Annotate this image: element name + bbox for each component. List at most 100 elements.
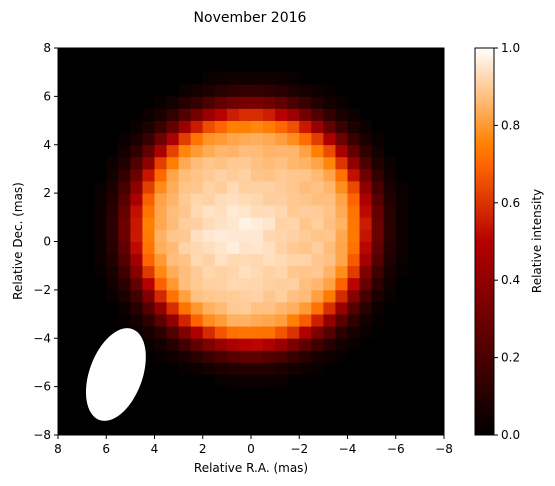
intensity-pixel [130,181,143,194]
intensity-pixel [238,253,252,267]
intensity-pixel [395,181,409,194]
intensity-pixel [178,108,192,121]
intensity-pixel [371,241,385,254]
intensity-pixel [371,217,385,230]
intensity-pixel [347,277,360,291]
intensity-pixel [178,217,192,230]
intensity-pixel [275,301,288,315]
intensity-pixel [359,277,373,291]
intensity-pixel [202,289,216,303]
intensity-pixel [166,338,180,351]
x-axis: 8 6 4 2 0 −2 −4 −6 −8 [54,435,453,456]
intensity-pixel [299,181,312,194]
intensity-pixel [275,326,288,339]
intensity-pixel [263,289,276,303]
intensity-pixel [395,205,409,218]
intensity-pixel [263,132,276,146]
intensity-pixel [287,108,300,121]
intensity-pixel [275,168,288,182]
intensity-pixel [359,326,373,339]
intensity-pixel [383,168,397,182]
intensity-pixel [371,314,385,327]
intensity-pixel [287,168,300,182]
intensity-pixel [311,326,324,339]
x-tick-label: 0 [247,442,255,456]
intensity-pixel [214,205,228,218]
intensity-pixel [371,168,385,182]
intensity-pixel [190,181,204,194]
intensity-pixel [359,229,373,242]
intensity-pixel [311,181,324,194]
y-tick-label: −2 [33,283,51,297]
intensity-pixel [251,350,264,363]
intensity-pixel [94,253,107,267]
intensity-pixel [299,253,312,267]
intensity-pixel [347,253,360,267]
intensity-pixel [202,72,216,85]
intensity-pixel [347,241,360,254]
intensity-pixel [335,314,348,327]
intensity-pixel [251,301,264,315]
colorbar-ticks: 0.0 0.2 0.4 0.6 0.8 1.0 [494,41,520,442]
colorbar-gradient [474,47,495,436]
intensity-pixel [226,289,240,303]
intensity-pixel [118,277,131,291]
intensity-pixel [154,314,167,327]
intensity-pixel [275,265,288,279]
intensity-pixel [142,132,155,146]
intensity-pixel [154,241,167,254]
intensity-pixel [226,374,240,388]
intensity-pixel [214,217,228,230]
intensity-pixel [287,229,300,242]
intensity-pixel [311,301,324,315]
intensity-pixel [275,193,288,206]
beam-ellipse [85,328,146,421]
intensity-pixel [226,241,240,254]
intensity-pixel [299,132,312,146]
intensity-pixel [118,229,131,242]
intensity-pixel [154,253,167,267]
intensity-pixel [142,193,155,206]
intensity-pixel [178,229,192,242]
intensity-pixel [275,289,288,303]
intensity-pixel [226,72,240,85]
colorbar-label: Relative intensity [530,189,544,293]
intensity-pixel [106,193,119,206]
intensity-pixel [263,277,276,291]
intensity-pixel [299,289,312,303]
intensity-pixel [251,314,264,327]
intensity-pixel [178,132,192,146]
intensity-pixel [251,229,264,242]
intensity-pixel [130,229,143,242]
intensity-pixel [335,277,348,291]
intensity-pixel [275,132,288,146]
intensity-pixel [323,326,336,339]
intensity-pixel [347,193,360,206]
intensity-pixel [251,108,264,121]
intensity-pixel [178,314,192,327]
intensity-pixel [263,217,276,230]
intensity-pixel [323,96,336,109]
intensity-pixel [263,144,276,158]
intensity-pixel [299,326,312,339]
intensity-pixel [347,108,360,121]
intensity-pixel [190,217,204,230]
intensity-pixel [202,229,216,242]
intensity-pixel [251,217,264,230]
intensity-pixel [130,265,143,279]
intensity-pixel [287,156,300,170]
intensity-pixel [335,156,348,170]
intensity-pixel [142,181,155,194]
intensity-pixel [311,168,324,182]
intensity-pixel [251,120,264,134]
intensity-pixel [275,108,288,121]
intensity-pixel [251,193,264,206]
x-tick-label: −2 [290,442,308,456]
intensity-pixel [275,241,288,254]
intensity-pixel [359,144,373,158]
intensity-pixel [263,96,276,109]
intensity-pixel [214,301,228,315]
intensity-pixel [238,217,252,230]
intensity-pixel [130,241,143,254]
